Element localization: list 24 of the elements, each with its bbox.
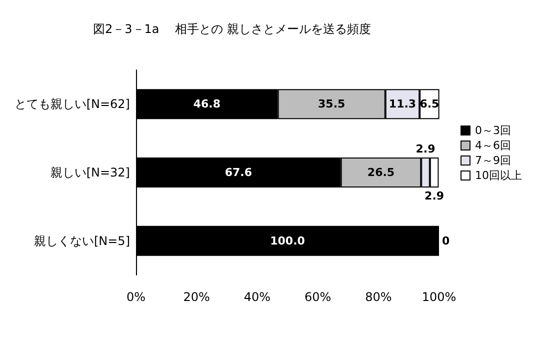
chart-title: 図2－3－1a 相手との 親しさとメールを送る頻度 <box>93 22 371 36</box>
x-tick-label: 80% <box>365 290 392 304</box>
data-label: 2.9 <box>416 142 436 156</box>
x-tick-label: 100% <box>422 290 456 304</box>
x-tick-label: 20% <box>183 290 210 304</box>
x-tick-label: 40% <box>244 290 271 304</box>
data-label: 46.8 <box>193 98 220 111</box>
data-label: 100.0 <box>270 234 306 248</box>
legend-label: 0～3回 <box>475 124 512 137</box>
data-label: 6.5 <box>420 98 440 111</box>
legend-label: 7～9回 <box>475 154 512 167</box>
data-label: 35.5 <box>318 98 346 111</box>
legend-label: 4～6回 <box>475 139 512 152</box>
data-label: 11.3 <box>388 98 416 111</box>
data-label: 26.5 <box>367 166 395 179</box>
data-label: 2.9 <box>424 190 444 202</box>
y-tick-label: 親しい[N=32] <box>50 166 130 180</box>
y-tick-label: 親しくない[N=5] <box>34 234 130 248</box>
legend-label: 10回以上 <box>475 169 522 182</box>
data-label: 67.6 <box>224 166 252 179</box>
y-tick-label: とても親しい[N=62] <box>14 97 130 112</box>
x-tick-label: 60% <box>304 290 332 304</box>
data-label: 0 <box>442 234 450 248</box>
x-tick-label: 0% <box>126 290 146 304</box>
